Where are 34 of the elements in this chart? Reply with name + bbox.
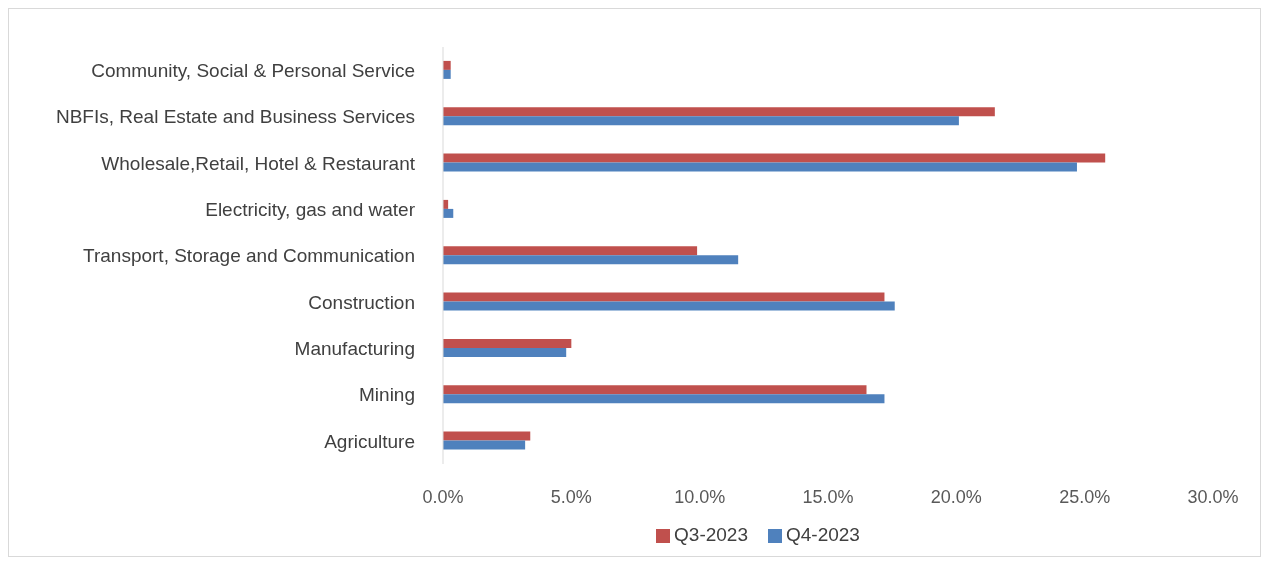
x-tick-label: 20.0% [930, 486, 982, 507]
y-tick-label: Wholesale,Retail, Hotel & Restaurant [101, 152, 416, 174]
x-tick-label: 30.0% [1187, 486, 1239, 507]
bar [443, 292, 885, 302]
y-tick-label: Mining [359, 384, 415, 406]
bar [443, 107, 995, 117]
y-tick-label: Electricity, gas and water [205, 198, 416, 220]
bar [443, 69, 451, 79]
y-tick-label: Community, Social & Personal Service [91, 59, 415, 81]
bar [443, 385, 867, 395]
y-tick-label: Agriculture [324, 430, 415, 452]
bar [443, 60, 451, 70]
bar [443, 162, 1077, 172]
y-tick-label: Transport, Storage and Communication [83, 245, 415, 267]
bar [443, 338, 572, 348]
y-tick-label: Manufacturing [294, 337, 415, 359]
bar [443, 301, 895, 311]
bar [443, 440, 526, 450]
legend-label: Q3-2023 [674, 524, 748, 545]
y-tick-label: NBFIs, Real Estate and Business Services [55, 106, 415, 128]
x-tick-label: 10.0% [674, 486, 726, 507]
bar [443, 116, 959, 126]
bar [443, 255, 739, 265]
bar [443, 246, 698, 256]
x-tick-label: 25.0% [1059, 486, 1111, 507]
bar [443, 347, 567, 357]
x-tick-label: 5.0% [550, 486, 592, 507]
legend-label: Q4-2023 [786, 524, 860, 545]
bar [443, 394, 885, 404]
y-tick-label: Construction [308, 291, 415, 313]
x-tick-label: 0.0% [422, 486, 464, 507]
x-tick-label: 15.0% [802, 486, 854, 507]
bar [443, 431, 531, 441]
bar [443, 153, 1106, 163]
